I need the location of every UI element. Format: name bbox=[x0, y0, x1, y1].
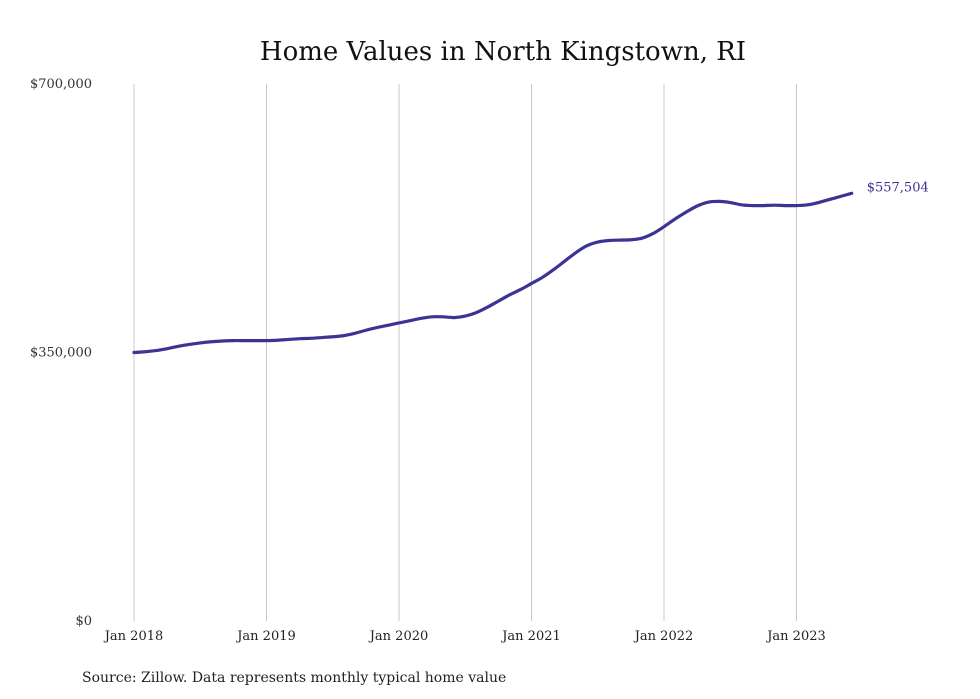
x-tick-label: Jan 2018 bbox=[103, 629, 164, 644]
x-tick-label: Jan 2020 bbox=[368, 629, 429, 644]
x-axis-tick-labels: Jan 2018 Jan 2019 Jan 2020 Jan 2021 Jan 2022… bbox=[103, 629, 826, 644]
y-tick-label: $700,000 bbox=[30, 77, 92, 92]
x-tick-label: Jan 2023 bbox=[765, 629, 826, 644]
x-tick-label: Jan 2021 bbox=[500, 629, 561, 644]
y-tick-label: $350,000 bbox=[30, 346, 92, 361]
y-tick-label: $0 bbox=[75, 614, 92, 629]
series-end-label: $557,504 bbox=[867, 180, 929, 195]
x-tick-label: Jan 2019 bbox=[235, 629, 296, 644]
y-axis-tick-labels: $0 $350,000 $700,000 bbox=[30, 77, 92, 629]
chart-title: Home Values in North Kingstown, RI bbox=[260, 37, 746, 67]
source-note: Source: Zillow. Data represents monthly … bbox=[82, 670, 506, 686]
chart-series: $557,504 bbox=[132, 180, 929, 355]
chart-gridlines bbox=[133, 84, 797, 621]
series-line-home-value bbox=[132, 191, 854, 355]
x-tick-label: Jan 2022 bbox=[633, 629, 694, 644]
